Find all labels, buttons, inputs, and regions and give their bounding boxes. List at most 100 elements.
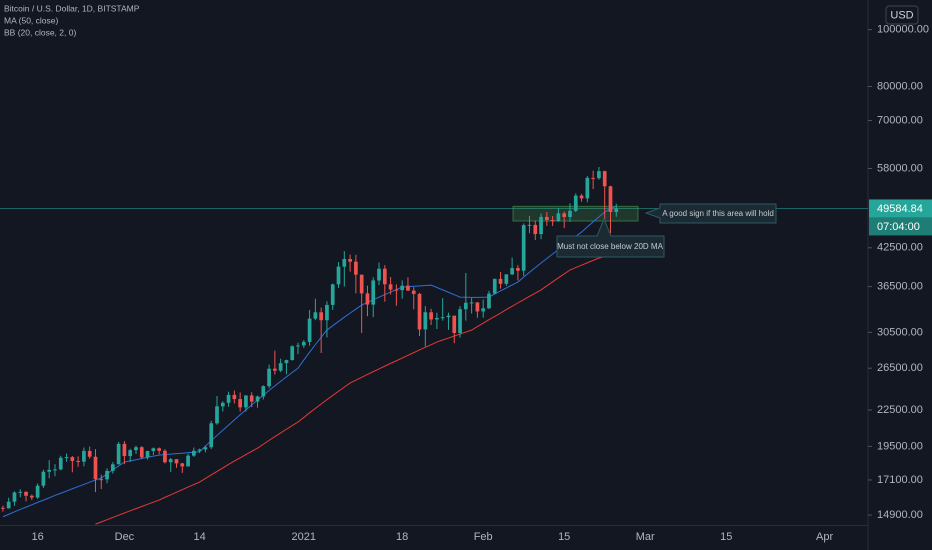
callout-box (556, 217, 665, 258)
y-tick-label: 22500.00 (877, 404, 923, 416)
indicator-line (95, 253, 617, 525)
last-price-label: 49584.84 (877, 203, 923, 215)
candle-body (186, 455, 190, 467)
y-tick-label: 80000.00 (877, 80, 923, 92)
candle-body (232, 394, 237, 400)
candle-body (533, 224, 538, 235)
candle-body (377, 268, 381, 281)
x-tick-label: 16 (31, 531, 43, 543)
candle-body (307, 318, 312, 342)
candle-body (469, 302, 474, 304)
candle-body (238, 399, 242, 408)
candle-body (492, 278, 497, 294)
candle-body (463, 302, 468, 310)
candle-body (475, 302, 480, 312)
x-tick-label: Dec (115, 531, 135, 543)
y-tick-label: 36500.00 (877, 280, 923, 292)
candle-body (226, 394, 231, 403)
candle-body (278, 363, 283, 371)
candle-body (116, 443, 121, 465)
candle-body (122, 443, 127, 457)
candle-body (539, 216, 543, 235)
candle-body (342, 258, 347, 267)
candle-body (382, 268, 387, 285)
candle-body (296, 345, 300, 347)
candle-body (365, 293, 370, 305)
candle-body (12, 492, 17, 502)
candle-body (429, 312, 433, 320)
candle-body (597, 171, 601, 179)
candle-body (244, 395, 248, 408)
currency-label[interactable]: USD (890, 9, 913, 21)
candle-body (527, 224, 532, 226)
indicator-label: BB (20, close, 2, 0) (4, 27, 76, 37)
x-tick-label: 2021 (292, 531, 316, 543)
x-tick-label: Mar (636, 531, 655, 543)
x-tick-label: Feb (474, 531, 493, 543)
callout-box (644, 203, 777, 224)
callout-text: A good sign if this area will hold (662, 209, 774, 218)
candle-body (110, 464, 115, 471)
candle-body (458, 309, 462, 333)
symbol-title: Bitcoin / U.S. Dollar, 1D, BITSTAMP (4, 3, 140, 13)
candle-body (53, 469, 57, 471)
x-tick-label: 14 (194, 531, 206, 543)
candle-body (556, 213, 561, 222)
candle-body (550, 219, 555, 222)
candle-body (400, 285, 405, 291)
candle-body (440, 317, 445, 319)
candle-body (128, 450, 133, 457)
candle-body (406, 285, 410, 291)
candle-body (180, 463, 185, 467)
candle-body (348, 258, 352, 262)
y-tick-label: 42500.00 (877, 242, 923, 254)
candle-body (273, 368, 277, 371)
callout-text: Must not close below 20D MA (557, 242, 663, 251)
candle-body (319, 312, 324, 321)
candle-body (255, 396, 260, 402)
candle-body (313, 312, 318, 319)
candle-body (192, 450, 196, 456)
candle-body (423, 312, 428, 330)
candle-body (215, 406, 219, 424)
candle-body (249, 395, 254, 402)
candle-body (481, 308, 486, 312)
candle-body (371, 280, 376, 305)
candle-body (284, 360, 289, 364)
y-tick-label: 26500.00 (877, 362, 923, 374)
candle-body (435, 317, 439, 320)
y-tick-label: 17100.00 (877, 474, 923, 486)
y-tick-label: 14900.00 (877, 509, 923, 521)
x-tick-label: 18 (396, 531, 408, 543)
countdown-label: 07:04:00 (877, 221, 920, 233)
candle-body (58, 457, 63, 470)
candle-body (174, 459, 179, 464)
candle-body (168, 459, 173, 463)
candle-body (359, 274, 364, 294)
y-tick-label: 100000.00 (877, 23, 929, 35)
candle-body (197, 449, 202, 451)
candle-body (336, 266, 341, 285)
candle-body (290, 346, 295, 361)
candle-body (267, 368, 271, 387)
candle-body (24, 491, 28, 496)
candle-body (157, 448, 161, 451)
candle-body (498, 278, 503, 284)
candle-body (330, 284, 335, 305)
candle-body (417, 293, 422, 330)
indicator-label: MA (50, close) (4, 15, 58, 25)
candle-body (614, 208, 619, 213)
candle-body (134, 447, 138, 451)
candle-body (510, 268, 514, 275)
candle-body (388, 284, 393, 290)
candle-body (573, 195, 578, 211)
price-scale: 14900.00 17100.00 19500.00 22500.00 26500.00… (868, 23, 929, 521)
candle-body (145, 451, 150, 458)
candle-body (301, 341, 306, 346)
annotations: A good sign if this area will hold Must … (556, 203, 777, 258)
currency-button[interactable] (885, 5, 919, 25)
y-tick-label: 70000.00 (877, 114, 923, 126)
candle-body (82, 450, 86, 462)
candle-body (1, 507, 5, 509)
